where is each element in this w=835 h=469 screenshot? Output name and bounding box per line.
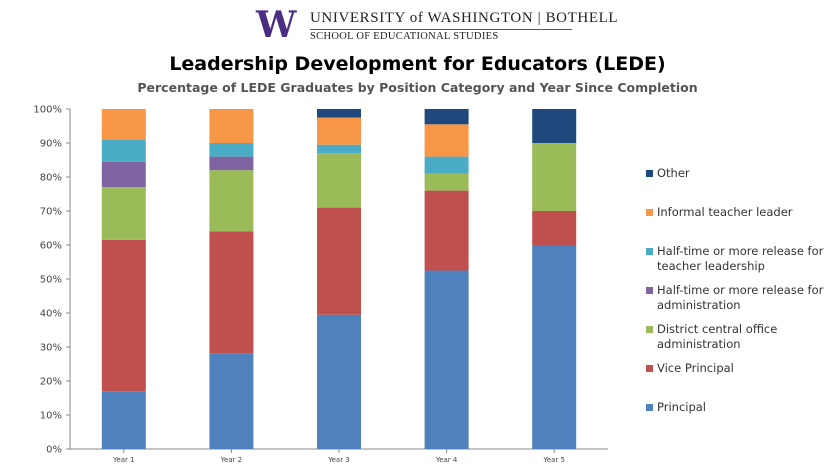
university-logo: W UNIVERSITY of WASHINGTON | BOTHELL SCH… bbox=[256, 4, 618, 46]
bar-segment bbox=[101, 109, 146, 140]
bar-segment bbox=[209, 143, 254, 157]
x-tick-label: Year 2 bbox=[220, 456, 243, 464]
legend-label: Informal teacher leader bbox=[657, 205, 793, 219]
legend-swatch bbox=[646, 248, 653, 255]
bar-segment bbox=[424, 270, 469, 449]
y-tick-label: 100% bbox=[33, 105, 62, 116]
legend-label: Half-time or more release for administra… bbox=[657, 283, 824, 312]
bar-segment bbox=[532, 245, 577, 449]
legend-swatch bbox=[646, 287, 653, 294]
bar-segment bbox=[317, 207, 361, 315]
x-tick-label: Year 4 bbox=[435, 456, 458, 464]
bar-segment bbox=[317, 314, 361, 449]
legend-swatch bbox=[646, 365, 653, 372]
legend-swatch bbox=[646, 404, 653, 411]
bar-segment bbox=[101, 391, 146, 449]
bar-segment bbox=[317, 117, 361, 145]
logo-divider bbox=[310, 29, 572, 30]
chart-subtitle: Percentage of LEDE Graduates by Position… bbox=[137, 80, 698, 95]
bar-segment bbox=[317, 153, 361, 208]
bar-segment bbox=[532, 109, 577, 143]
x-tick-label: Year 1 bbox=[112, 456, 135, 464]
y-tick-label: 40% bbox=[40, 309, 62, 320]
y-tick-label: 70% bbox=[40, 207, 62, 218]
bar-segment bbox=[424, 173, 469, 191]
x-tick-label: Year 5 bbox=[542, 456, 565, 464]
bar-segment bbox=[317, 144, 361, 154]
legend-swatch bbox=[646, 326, 653, 333]
bar-segment bbox=[209, 156, 254, 171]
legend-label: Half-time or more release for teacher le… bbox=[657, 244, 824, 273]
logo-university-name: UNIVERSITY of WASHINGTON | BOTHELL bbox=[310, 10, 619, 26]
logo-school-name: SCHOOL OF EDUCATIONAL STUDIES bbox=[310, 31, 499, 42]
bar-segment bbox=[209, 170, 254, 232]
y-tick-label: 30% bbox=[40, 343, 62, 354]
bar-segment bbox=[101, 239, 146, 392]
bar-segment bbox=[424, 124, 469, 157]
bar-segment bbox=[424, 190, 469, 271]
legend-label: Vice Principal bbox=[657, 361, 734, 375]
bar-segment bbox=[209, 231, 254, 354]
uw-w-mark: W bbox=[256, 4, 296, 46]
chart-title: Leadership Development for Educators (LE… bbox=[169, 53, 666, 75]
bar-segment bbox=[209, 353, 254, 449]
bar-segment bbox=[424, 156, 469, 174]
y-tick-label: 90% bbox=[40, 139, 62, 150]
y-tick-label: 80% bbox=[40, 173, 62, 184]
y-tick-label: 20% bbox=[40, 377, 62, 388]
y-tick-label: 10% bbox=[40, 411, 62, 422]
bar-segment bbox=[209, 109, 254, 143]
bar-segment bbox=[424, 109, 469, 125]
legend-label: Other bbox=[657, 166, 690, 180]
legend-label: District central office administration bbox=[657, 322, 778, 351]
y-tick-label: 50% bbox=[40, 275, 62, 286]
y-tick-label: 0% bbox=[46, 445, 62, 456]
legend-swatch bbox=[646, 170, 653, 177]
bar-segment bbox=[101, 139, 146, 162]
bar-segment bbox=[101, 187, 146, 240]
y-tick-label: 60% bbox=[40, 241, 62, 252]
bar-segment bbox=[317, 109, 361, 118]
bar-segment bbox=[532, 211, 577, 245]
legend-label: Principal bbox=[657, 400, 707, 414]
legend-swatch bbox=[646, 209, 653, 216]
x-tick-label: Year 3 bbox=[327, 456, 350, 464]
bar-segment bbox=[101, 161, 146, 188]
bar-segment bbox=[532, 143, 577, 211]
